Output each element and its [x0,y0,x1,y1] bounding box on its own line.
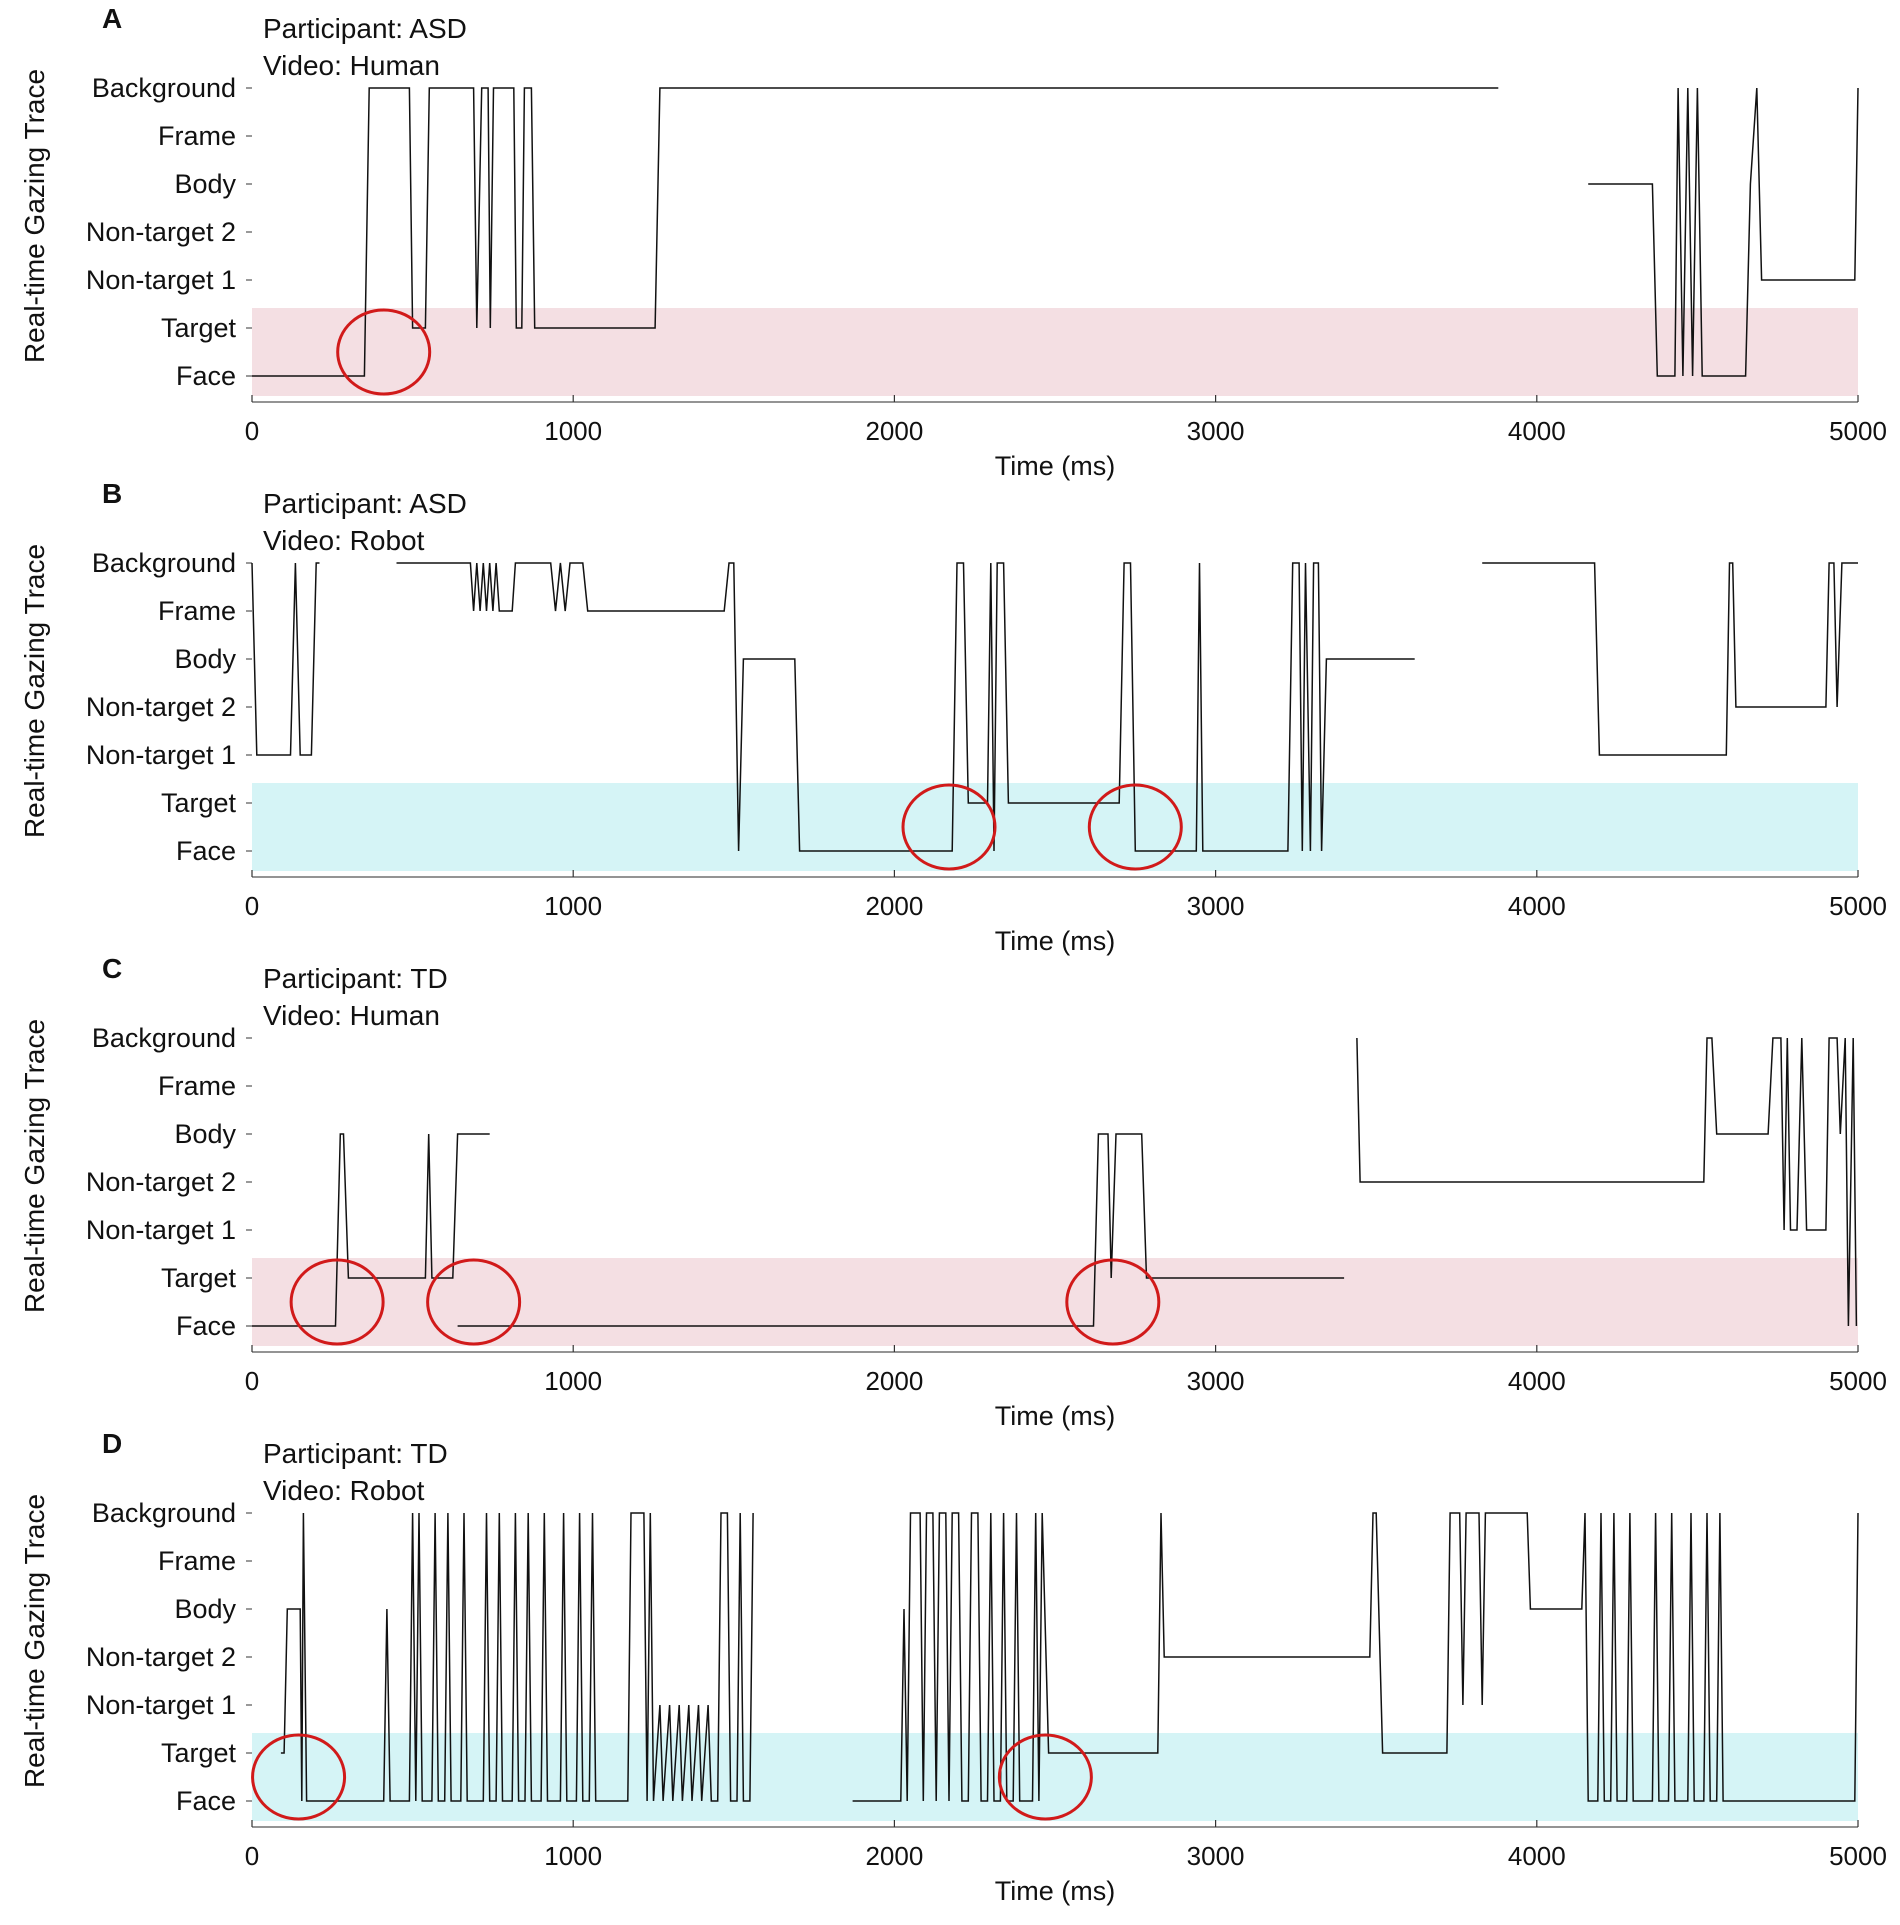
y-category-label: Face [176,1311,236,1341]
gaze-shift-circle [336,308,432,396]
panel-letter: A [102,3,122,34]
y-category-label: Face [176,836,236,866]
y-category-label: Target [161,788,237,818]
x-axis-title: Time (ms) [995,1401,1115,1431]
y-category-label: Non-target 1 [86,740,236,770]
x-tick-label: 5000 [1829,416,1887,446]
y-category-label: Body [174,1594,236,1624]
x-tick-label: 0 [245,1366,259,1396]
participant-label: Participant: ASD [263,488,467,519]
x-tick-label: 2000 [865,1366,923,1396]
highlight-band [252,1733,1858,1821]
x-tick-label: 2000 [865,891,923,921]
x-tick-label: 4000 [1508,1841,1566,1871]
x-tick-label: 1000 [544,416,602,446]
participant-label: Participant: TD [263,1438,448,1469]
x-tick-label: 4000 [1508,891,1566,921]
gaze-trace-segment [252,1133,490,1327]
x-axis-title: Time (ms) [995,926,1115,956]
video-label: Video: Human [263,1000,440,1031]
y-axis-title: Real-time Gazing Trace [19,1494,50,1788]
y-category-label: Non-target 1 [86,1215,236,1245]
gaze-shift-circle [997,1733,1093,1821]
x-tick-label: 5000 [1829,1366,1887,1396]
x-tick-label: 4000 [1508,1366,1566,1396]
x-tick-label: 3000 [1187,416,1245,446]
y-category-label: Target [161,313,237,343]
y-category-label: Body [174,1119,236,1149]
x-tick-label: 0 [245,416,259,446]
y-category-label: Background [92,548,236,578]
x-tick-label: 5000 [1829,891,1887,921]
y-category-label: Non-target 2 [86,692,236,722]
x-tick-label: 3000 [1187,891,1245,921]
y-category-label: Frame [158,1071,236,1101]
highlight-band [252,783,1858,871]
participant-label: Participant: TD [263,963,448,994]
gaze-trace-segment [396,562,1415,852]
y-category-label: Target [161,1263,237,1293]
y-category-label: Face [176,361,236,391]
panel-letter: D [102,1428,122,1459]
gaze-shift-circle [901,783,997,871]
y-category-label: Frame [158,596,236,626]
video-label: Video: Robot [263,1475,425,1506]
gaze-trace-segment [1482,562,1858,756]
x-tick-label: 2000 [865,416,923,446]
x-tick-label: 5000 [1829,1841,1887,1871]
x-axis-title: Time (ms) [995,1876,1115,1906]
y-axis-title: Real-time Gazing Trace [19,69,50,363]
gaze-shift-circle [1065,1258,1161,1346]
x-tick-label: 0 [245,891,259,921]
video-label: Video: Robot [263,525,425,556]
panel-d: D Participant: TD Video: Robot Background Fr… [19,1428,1887,1906]
y-category-label: Background [92,1023,236,1053]
x-axis-title: Time (ms) [995,451,1115,481]
participant-label: Participant: ASD [263,13,467,44]
y-category-label: Non-target 2 [86,217,236,247]
y-category-label: Non-target 2 [86,1167,236,1197]
panel-c: C Participant: TD Video: Human Background Fr… [19,953,1887,1431]
y-category-label: Background [92,73,236,103]
y-category-label: Frame [158,1546,236,1576]
y-category-label: Face [176,1786,236,1816]
x-tick-label: 4000 [1508,416,1566,446]
panel-b: B Participant: ASD Video: Robot Background F… [19,478,1887,956]
x-tick-label: 1000 [544,1841,602,1871]
video-label: Video: Human [263,50,440,81]
y-axis-title: Real-time Gazing Trace [19,544,50,838]
gaze-shift-circle [1087,783,1183,871]
gaze-trace-segment [252,87,1499,377]
gaze-shift-circle [289,1258,385,1346]
y-category-label: Body [174,169,236,199]
gaze-trace-segment [852,1512,1859,1802]
y-category-label: Target [161,1738,237,1768]
y-axis-title: Real-time Gazing Trace [19,1019,50,1313]
y-category-label: Background [92,1498,236,1528]
panel-letter: B [102,478,122,509]
gaze-trace-segment [1356,1037,1858,1327]
highlight-band [252,308,1858,396]
x-tick-label: 2000 [865,1841,923,1871]
panel-letter: C [102,953,122,984]
y-category-label: Non-target 2 [86,1642,236,1672]
highlight-band [252,1258,1858,1346]
x-tick-label: 3000 [1187,1366,1245,1396]
x-tick-label: 1000 [544,891,602,921]
y-category-label: Frame [158,121,236,151]
gaze-shift-circle [426,1258,522,1346]
gaze-trace-segment [1588,87,1859,377]
x-tick-label: 1000 [544,1366,602,1396]
gaze-trace-segment [280,1512,754,1802]
panel-a: A Participant: ASD Video: Human Background F… [19,3,1887,481]
y-category-label: Non-target 1 [86,265,236,295]
y-category-label: Non-target 1 [86,1690,236,1720]
gaze-shift-circle [251,1733,347,1821]
x-tick-label: 3000 [1187,1841,1245,1871]
y-category-label: Body [174,644,236,674]
gaze-trace-segment [251,562,320,756]
x-tick-label: 0 [245,1841,259,1871]
